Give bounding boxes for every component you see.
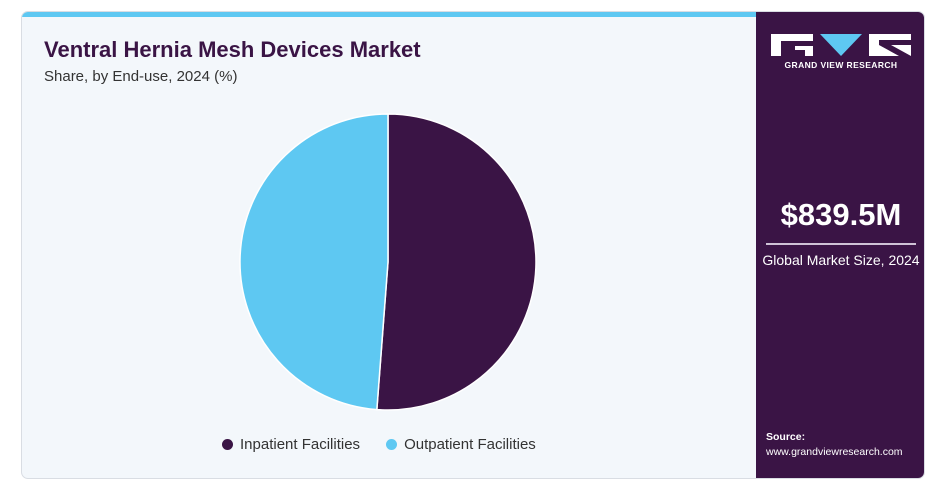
divider bbox=[766, 243, 916, 245]
source-url: www.grandviewresearch.com bbox=[766, 446, 903, 458]
legend-item-outpatient: Outpatient Facilities bbox=[386, 436, 536, 453]
legend-swatch bbox=[222, 439, 233, 450]
market-size-label: Global Market Size, 2024 bbox=[762, 252, 920, 268]
infographic-card: Ventral Hernia Mesh Devices Market Share… bbox=[21, 11, 925, 479]
chart-subtitle: Share, by End-use, 2024 (%) bbox=[44, 68, 238, 85]
pie-chart bbox=[239, 113, 537, 411]
legend-item-inpatient: Inpatient Facilities bbox=[222, 436, 360, 453]
chart-title: Ventral Hernia Mesh Devices Market bbox=[44, 37, 421, 62]
brand-name: GRAND VIEW RESEARCH bbox=[784, 60, 898, 70]
brand-logo: GRAND VIEW RESEARCH bbox=[770, 34, 912, 70]
legend-label: Outpatient Facilities bbox=[404, 436, 536, 453]
pie-slice-inpatient-facilities bbox=[376, 113, 537, 411]
pie-slice-outpatient-facilities bbox=[239, 113, 389, 411]
source-label: Source: bbox=[766, 431, 806, 443]
legend-swatch bbox=[386, 439, 398, 450]
legend-label: Inpatient Facilities bbox=[240, 436, 361, 453]
chart-legend: Inpatient Facilities Outpatient Faciliti… bbox=[222, 436, 536, 453]
top-accent-bar bbox=[22, 12, 756, 17]
pie-slices bbox=[239, 113, 537, 411]
sidebar-panel: GRAND VIEW RESEARCH $839.5M Global Marke… bbox=[756, 12, 924, 478]
market-size-value: $839.5M bbox=[780, 197, 902, 232]
source-note: Source: www.grandviewresearch.com bbox=[766, 430, 903, 460]
brand-logo-mark bbox=[771, 34, 911, 56]
